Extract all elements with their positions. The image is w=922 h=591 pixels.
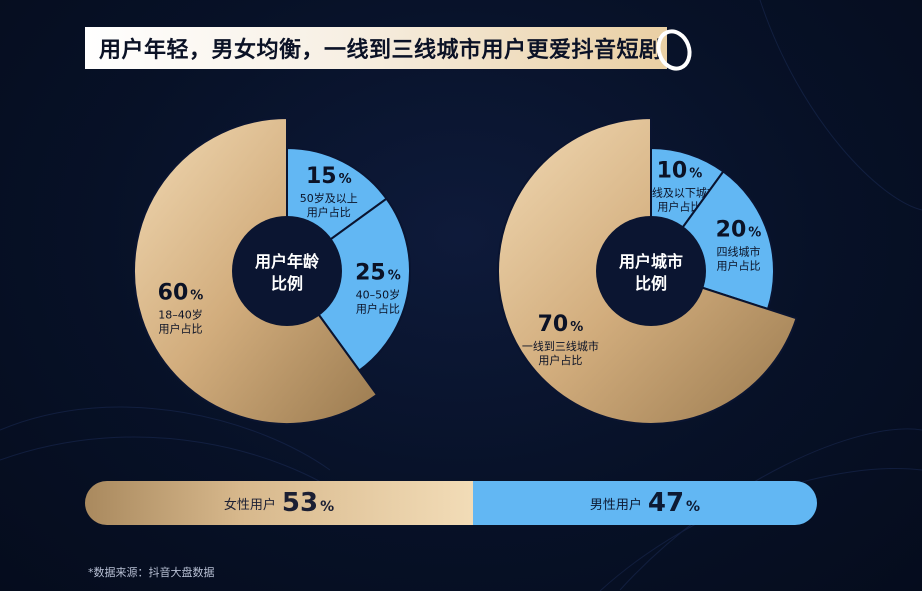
slice-desc-2-0: 18–40岁 [158,308,203,322]
data-source-footnote: *数据来源：抖音大盘数据 [88,566,215,579]
female-label: 女性用户 [223,497,276,513]
slice-desc-1-0: 四线城市 [717,245,761,259]
male-value: 47 [647,488,685,518]
pie-center-label-1: 比例 [271,274,303,293]
ring-decoration-icon [656,29,692,71]
bar-segment-male: 男性用户 47 % [472,481,817,525]
slice-desc-1-1: 用户占比 [717,259,761,273]
pie-center-hole [596,216,706,326]
slice-desc-1-1: 用户占比 [356,301,400,315]
female-unit: % [320,499,335,515]
slice-desc-2-1: 用户占比 [159,322,203,336]
gender-bar-chart: 女性用户 53 % 男性用户 47 % [85,481,817,525]
pie-center-hole [232,216,342,326]
pie-slice-1 [285,197,411,372]
pie-center-label-0: 用户城市 [619,252,683,271]
bar-segment-female: 女性用户 53 % [85,481,473,525]
slice-desc-1-0: 40–50岁 [356,287,401,301]
slice-desc-0-1: 用户占比 [307,205,351,219]
pie-center-label-0: 用户年龄 [255,252,320,271]
slice-desc-2-1: 用户占比 [538,353,582,367]
slice-desc-0-0: 五线及以下城市 [641,186,718,200]
slice-desc-0-1: 用户占比 [657,200,701,214]
male-unit: % [686,499,701,515]
page-title: 用户年轻，男女均衡，一线到三线城市用户更爱抖音短剧 [99,38,662,63]
female-value: 53 [281,488,319,518]
slice-desc-0-0: 50岁及以上 [300,191,358,205]
title-banner: 用户年轻，男女均衡，一线到三线城市用户更爱抖音短剧 [85,27,667,69]
male-label: 男性用户 [589,497,642,513]
pie-center-label-1: 比例 [635,274,667,293]
slice-desc-2-0: 一线到三线城市 [522,339,599,353]
